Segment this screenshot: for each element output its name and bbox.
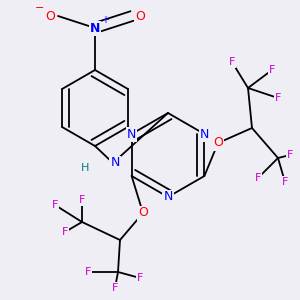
Text: O: O [135, 10, 145, 22]
Text: F: F [79, 195, 85, 205]
Text: F: F [269, 65, 275, 75]
Text: −: − [35, 3, 45, 13]
Text: N: N [90, 22, 100, 34]
Text: H: H [81, 163, 89, 173]
Text: O: O [138, 206, 148, 220]
Text: N: N [127, 128, 136, 140]
Text: F: F [85, 267, 91, 277]
Text: F: F [62, 227, 68, 237]
Text: F: F [255, 173, 261, 183]
Text: N: N [200, 128, 209, 140]
Text: F: F [275, 93, 281, 103]
Text: F: F [137, 273, 143, 283]
Text: N: N [110, 157, 120, 169]
Text: O: O [213, 136, 223, 149]
Text: F: F [112, 283, 118, 293]
Text: F: F [287, 150, 293, 160]
Text: F: F [282, 177, 288, 187]
Text: F: F [229, 57, 235, 67]
Text: F: F [52, 200, 58, 210]
Text: N: N [163, 190, 173, 203]
Text: +: + [101, 15, 109, 25]
Text: O: O [45, 10, 55, 22]
